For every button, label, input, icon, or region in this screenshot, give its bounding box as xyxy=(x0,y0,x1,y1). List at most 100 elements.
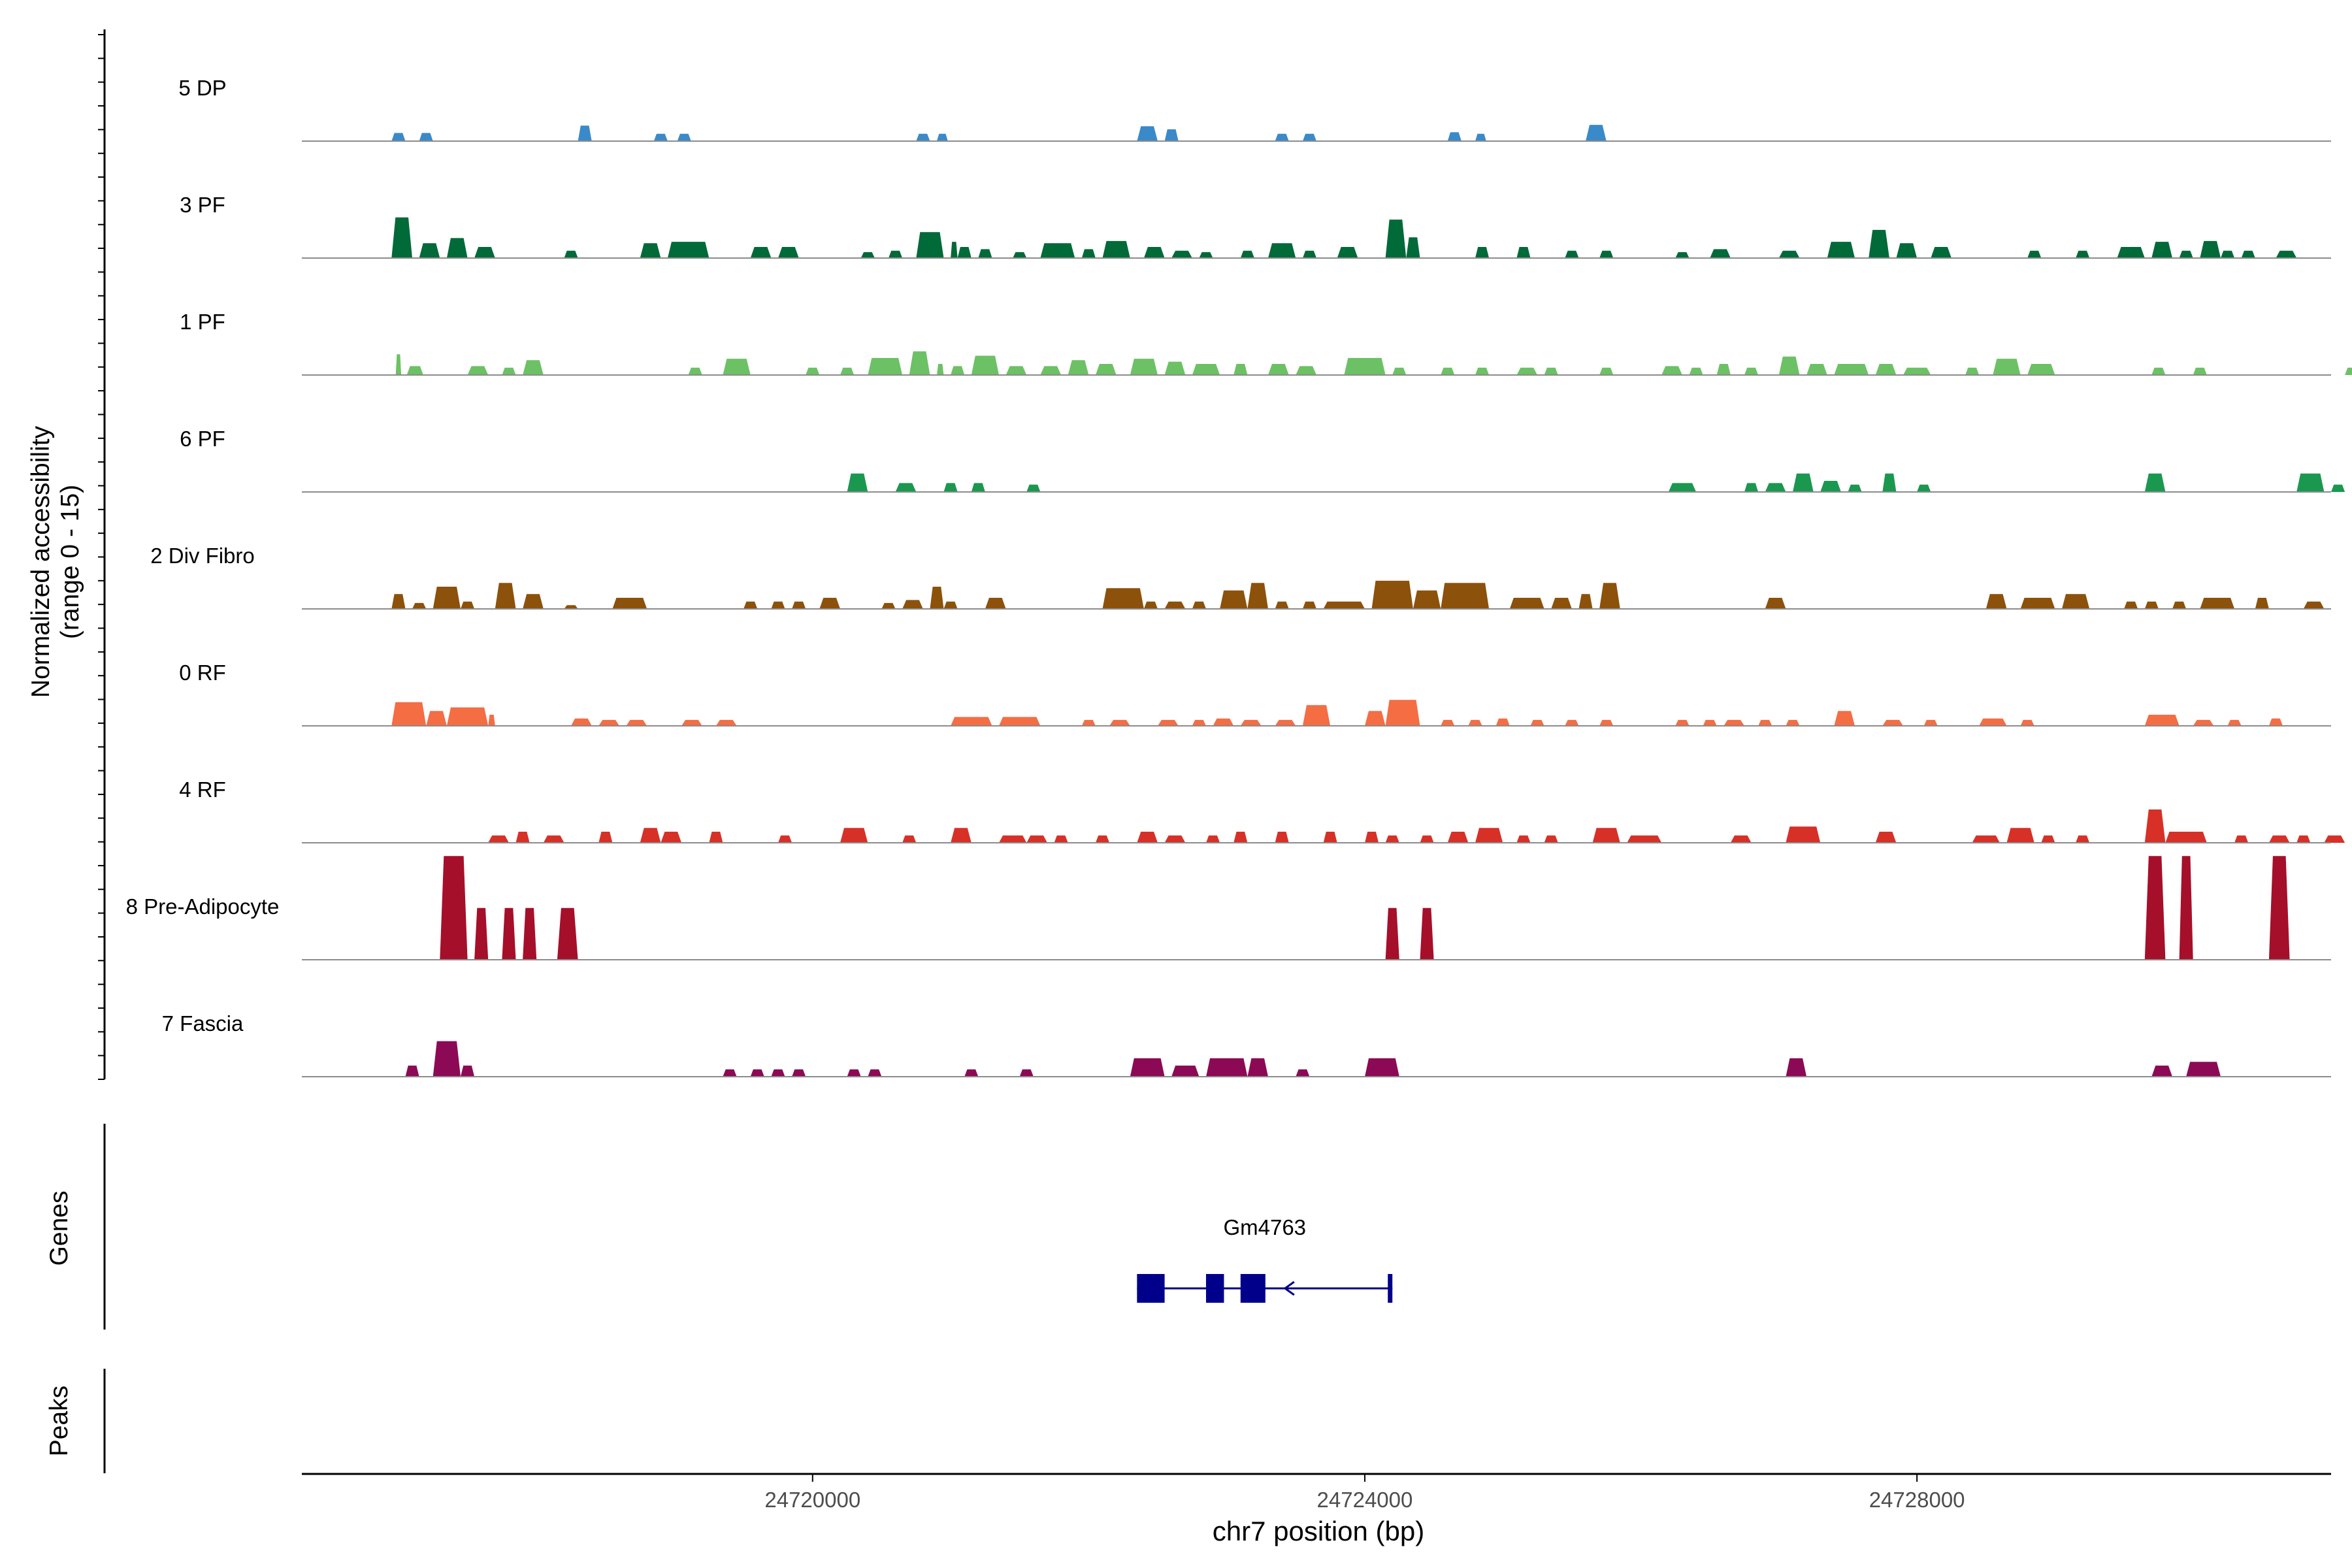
coverage-peak xyxy=(1703,719,1717,726)
coverage-peak xyxy=(840,367,855,375)
coverage-peak xyxy=(1365,1058,1399,1077)
coverage-peak xyxy=(1054,835,1068,843)
coverage-peak xyxy=(433,587,461,609)
coverage-peak xyxy=(978,249,992,258)
coverage-peak xyxy=(1869,229,1889,258)
track-0-rf xyxy=(302,700,2331,727)
gene-exon xyxy=(1137,1274,1165,1303)
coverage-peak xyxy=(1040,366,1062,375)
coverage-peak xyxy=(1385,220,1407,258)
coverage-peak xyxy=(936,133,948,141)
gene-exon xyxy=(1240,1274,1266,1303)
coverage-peak xyxy=(2193,719,2214,726)
coverage-peak xyxy=(1668,483,1697,492)
coverage-peak xyxy=(2200,240,2221,258)
coverage-peak xyxy=(1765,598,1786,609)
coverage-peak xyxy=(1923,719,1938,726)
coverage-peak xyxy=(1675,719,1690,726)
y-axis-left xyxy=(98,29,106,1080)
coverage-peak xyxy=(1778,356,1800,375)
coverage-peak xyxy=(951,242,958,258)
coverage-peak xyxy=(999,835,1027,843)
coverage-peak xyxy=(1447,132,1462,141)
genes-panel: Genes Gm4763 xyxy=(45,1124,1393,1330)
coverage-peak xyxy=(419,243,440,258)
coverage-peak xyxy=(1495,718,1510,726)
coverage-peak xyxy=(2076,250,2090,258)
coverage-peak xyxy=(426,711,447,726)
coverage-peak xyxy=(778,835,792,843)
coverage-peak xyxy=(564,605,578,609)
coverage-peak xyxy=(1723,719,1744,726)
coverage-peak xyxy=(2144,601,2159,609)
track-4-rf xyxy=(302,809,2345,843)
coverage-peak xyxy=(2303,601,2325,609)
track-1-pf xyxy=(302,351,2352,376)
gene-exon xyxy=(1205,1274,1224,1303)
coverage-peak xyxy=(1599,583,1620,609)
coverage-peak xyxy=(1371,580,1413,609)
coverage-peak xyxy=(1509,598,1544,609)
coverage-peak xyxy=(1544,367,1558,375)
coverage-peak xyxy=(1164,361,1186,375)
coverage-peak xyxy=(1475,247,1490,258)
coverage-peak xyxy=(571,718,592,726)
coverage-peak xyxy=(661,832,682,843)
coverage-peak xyxy=(1716,364,1731,375)
coverage-peak xyxy=(936,364,944,375)
coverage-peak xyxy=(750,247,772,258)
coverage-peak xyxy=(564,250,578,258)
coverage-peak xyxy=(1689,367,1703,375)
coverage-peak xyxy=(1220,590,1248,609)
coverage-peak xyxy=(391,702,427,726)
coverage-peak xyxy=(1337,247,1358,258)
coverage-peak xyxy=(750,1069,764,1077)
coverage-peak xyxy=(2117,247,2145,258)
gene-exon xyxy=(1388,1274,1393,1303)
coverage-peak xyxy=(1192,364,1220,375)
track-label: 3 PF xyxy=(180,193,225,217)
coverage-peak xyxy=(1296,1069,1310,1077)
coverage-peak xyxy=(1068,360,1089,375)
coverage-peak xyxy=(1240,719,1262,726)
track-label: 1 PF xyxy=(180,310,225,334)
coverage-peak xyxy=(1599,250,1614,258)
coverage-peak xyxy=(1420,835,1434,843)
coverage-peak xyxy=(488,835,509,843)
coverage-peak xyxy=(1744,367,1759,375)
coverage-peak xyxy=(1206,1058,1248,1077)
coverage-peak xyxy=(1758,719,1772,726)
coverage-peak xyxy=(1302,250,1316,258)
coverage-peak xyxy=(1081,719,1096,726)
coverage-peak xyxy=(688,367,702,375)
peaks-panel: Peaks xyxy=(45,1369,106,1473)
coverage-peak xyxy=(1095,835,1110,843)
coverage-peak xyxy=(2268,835,2290,843)
coverage-peak xyxy=(557,907,578,960)
coverage-peak xyxy=(1344,357,1386,375)
track-label: 5 DP xyxy=(178,76,226,100)
coverage-peak xyxy=(1268,364,1289,375)
coverage-peak xyxy=(502,367,516,375)
coverage-peak xyxy=(943,601,958,609)
track-label: 4 RF xyxy=(179,777,226,802)
coverage-peak xyxy=(1661,366,1682,375)
coverage-peak xyxy=(446,707,489,726)
coverage-peak xyxy=(1834,364,1869,375)
track-7-fascia xyxy=(302,1041,2331,1077)
coverage-peak xyxy=(1192,719,1206,726)
coverage-peak xyxy=(1420,907,1434,960)
coverage-peak xyxy=(461,1066,475,1077)
coverage-peak xyxy=(412,602,427,609)
coverage-peak xyxy=(446,238,468,258)
coverage-peak xyxy=(2151,242,2172,258)
coverage-peak xyxy=(1551,598,1572,609)
coverage-peak xyxy=(440,856,468,960)
coverage-peak xyxy=(1275,133,1289,141)
coverage-peak xyxy=(868,357,903,375)
coverage-peak xyxy=(847,473,868,492)
coverage-peak xyxy=(792,601,806,609)
coverage-peak xyxy=(1578,594,1593,609)
coverage-peak xyxy=(1275,832,1289,843)
coverage-tracks xyxy=(302,125,2352,1077)
